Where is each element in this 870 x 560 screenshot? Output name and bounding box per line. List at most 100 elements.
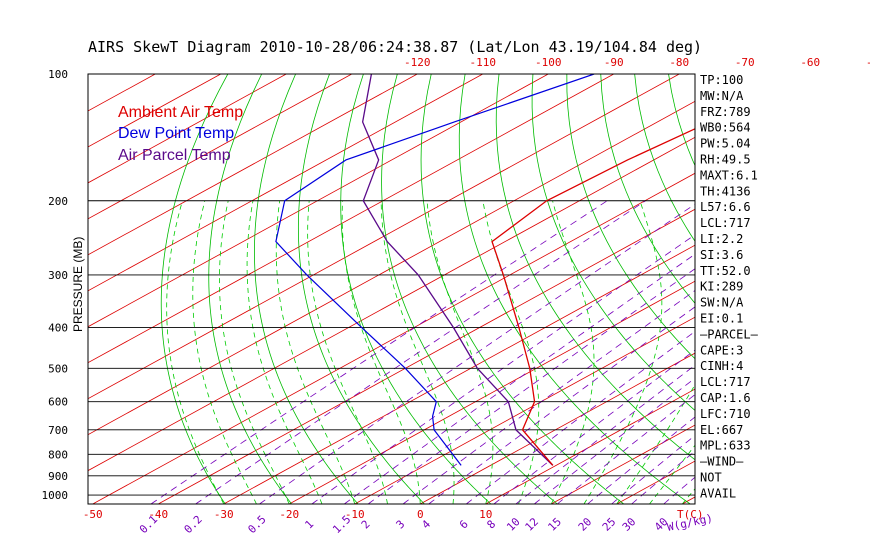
mixing-ratio-tick-label: 3 xyxy=(394,518,408,532)
isotherm-line xyxy=(88,136,695,472)
top-temp-tick-label: -70 xyxy=(735,56,755,69)
y-axis-label: PRESSURE (MB) xyxy=(71,237,85,332)
isotherm-line xyxy=(88,74,549,328)
mixing-ratio-tick-label: 0.2 xyxy=(182,513,205,536)
dry-adiabat-line xyxy=(804,74,870,504)
bottom-temp-tick-label: -40 xyxy=(148,508,168,521)
legend-air-parcel-temp: Air Parcel Temp xyxy=(118,147,231,164)
index-label: CAP:1.6 xyxy=(700,391,751,405)
mixing-ratio-tick-label: 1 xyxy=(302,518,316,532)
moist-adiabat-line xyxy=(583,200,663,504)
mixing-ratio-tick-label: 0.5 xyxy=(245,513,268,536)
index-label: LCL:717 xyxy=(700,375,751,389)
mixing-ratio-line xyxy=(556,394,695,504)
legend-dew-point-temp: Dew Point Temp xyxy=(118,125,234,142)
bottom-temp-tick-label: -20 xyxy=(279,508,299,521)
dry-adiabat-line xyxy=(254,74,359,504)
pressure-tick-label: 400 xyxy=(48,322,68,335)
isotherm-line xyxy=(354,316,695,504)
isotherm-line xyxy=(92,172,695,504)
index-label: TT:52.0 xyxy=(700,264,751,278)
bottom-temp-tick-label: -50 xyxy=(83,508,103,521)
isotherm-line xyxy=(289,280,695,504)
index-label: EI:0.1 xyxy=(700,312,743,326)
index-label: WB0:564 xyxy=(700,121,751,135)
dry-adiabat-line xyxy=(340,74,492,504)
bottom-temp-tick-label: -30 xyxy=(214,508,234,521)
mixing-ratio-tick-label: 2 xyxy=(359,518,373,532)
moist-adiabat-line xyxy=(482,200,540,504)
bottom-temp-unit: T(C) xyxy=(677,508,704,521)
mixing-ratio-line xyxy=(428,306,695,504)
index-label: KI:289 xyxy=(700,280,743,294)
mixing-ratio-tick-label: 25 xyxy=(600,515,619,534)
isotherm-line xyxy=(88,74,287,184)
isotherm-line xyxy=(420,352,695,504)
moist-adiabat-line xyxy=(550,200,595,504)
pressure-tick-label: 600 xyxy=(48,396,68,409)
index-label: TP:100 xyxy=(700,73,743,87)
top-temp-tick-label: -100 xyxy=(535,56,562,69)
plot-frame xyxy=(87,73,696,505)
mixing-ratio-line xyxy=(195,200,646,504)
index-label: –PARCEL– xyxy=(700,327,759,341)
top-temp-tick-label: -60 xyxy=(800,56,820,69)
top-temp-tick-label: -90 xyxy=(604,56,624,69)
moist-adiabat-line xyxy=(219,200,290,504)
isotherm-line xyxy=(485,388,695,504)
dry-adiabat-line xyxy=(495,74,695,461)
isotherm-line xyxy=(813,74,870,504)
pressure-tick-label: 200 xyxy=(48,195,68,208)
mixing-ratio-line xyxy=(631,450,695,504)
dry-adiabat-line xyxy=(531,74,695,411)
index-label: L57:6.6 xyxy=(700,200,751,214)
dry-adiabat-line xyxy=(208,74,292,504)
dry-adiabat-line xyxy=(297,74,425,504)
isotherm-line xyxy=(88,74,352,220)
index-label: –WIND– xyxy=(700,455,744,469)
mixing-ratio-line xyxy=(493,349,695,504)
index-label: LFC:710 xyxy=(700,407,751,421)
index-label: EL:667 xyxy=(700,423,743,437)
mixing-ratio-line xyxy=(587,416,695,504)
dry-adiabat-line xyxy=(381,74,558,504)
dry-adiabat-line xyxy=(160,74,229,504)
moist-adiabat-line xyxy=(246,200,323,504)
moist-adiabat-line xyxy=(192,200,257,504)
isotherm-line xyxy=(88,74,483,292)
index-label: MAXT:6.1 xyxy=(700,168,758,182)
profiles-layer xyxy=(275,74,695,466)
index-label: TH:4136 xyxy=(700,184,751,198)
mixing-ratio-line xyxy=(611,434,695,504)
top-temp-tick-label: -80 xyxy=(669,56,689,69)
isotherm-line xyxy=(158,208,695,504)
bottom-temp-tick-label: 0 xyxy=(417,508,424,521)
dry-adiabat-line xyxy=(770,74,870,504)
moist-adiabat-line xyxy=(426,200,494,504)
index-label: NOT xyxy=(700,471,722,485)
pressure-tick-label: 500 xyxy=(48,362,68,375)
index-label: CINH:4 xyxy=(700,359,743,373)
moist-adiabat-line xyxy=(275,200,356,504)
mixing-ratio-line xyxy=(466,330,695,504)
mixing-ratio-tick-label: 12 xyxy=(523,515,542,534)
top-temp-tick-label: -110 xyxy=(470,56,497,69)
mixing-ratio-tick-label: 6 xyxy=(457,518,471,532)
index-label: SW:N/A xyxy=(700,296,744,310)
moist-adiabat-line xyxy=(166,200,225,504)
mixing-ratio-tick-label: 30 xyxy=(620,515,639,534)
dry-adiabat-line xyxy=(566,74,695,360)
dry-adiabat-line xyxy=(420,74,624,504)
top-temp-tick-label: -120 xyxy=(404,56,431,69)
index-label: MPL:633 xyxy=(700,439,751,453)
dry-adiabat-line xyxy=(458,74,691,504)
pressure-tick-label: 1000 xyxy=(42,489,69,502)
isotherm-line xyxy=(88,74,418,256)
index-label: LI:2.2 xyxy=(700,232,743,246)
bottom-temp-tick-label: -10 xyxy=(345,508,365,521)
index-label: LCL:717 xyxy=(700,216,751,230)
dry-adiabat-line xyxy=(668,74,695,167)
index-label: MW:N/A xyxy=(700,89,744,103)
